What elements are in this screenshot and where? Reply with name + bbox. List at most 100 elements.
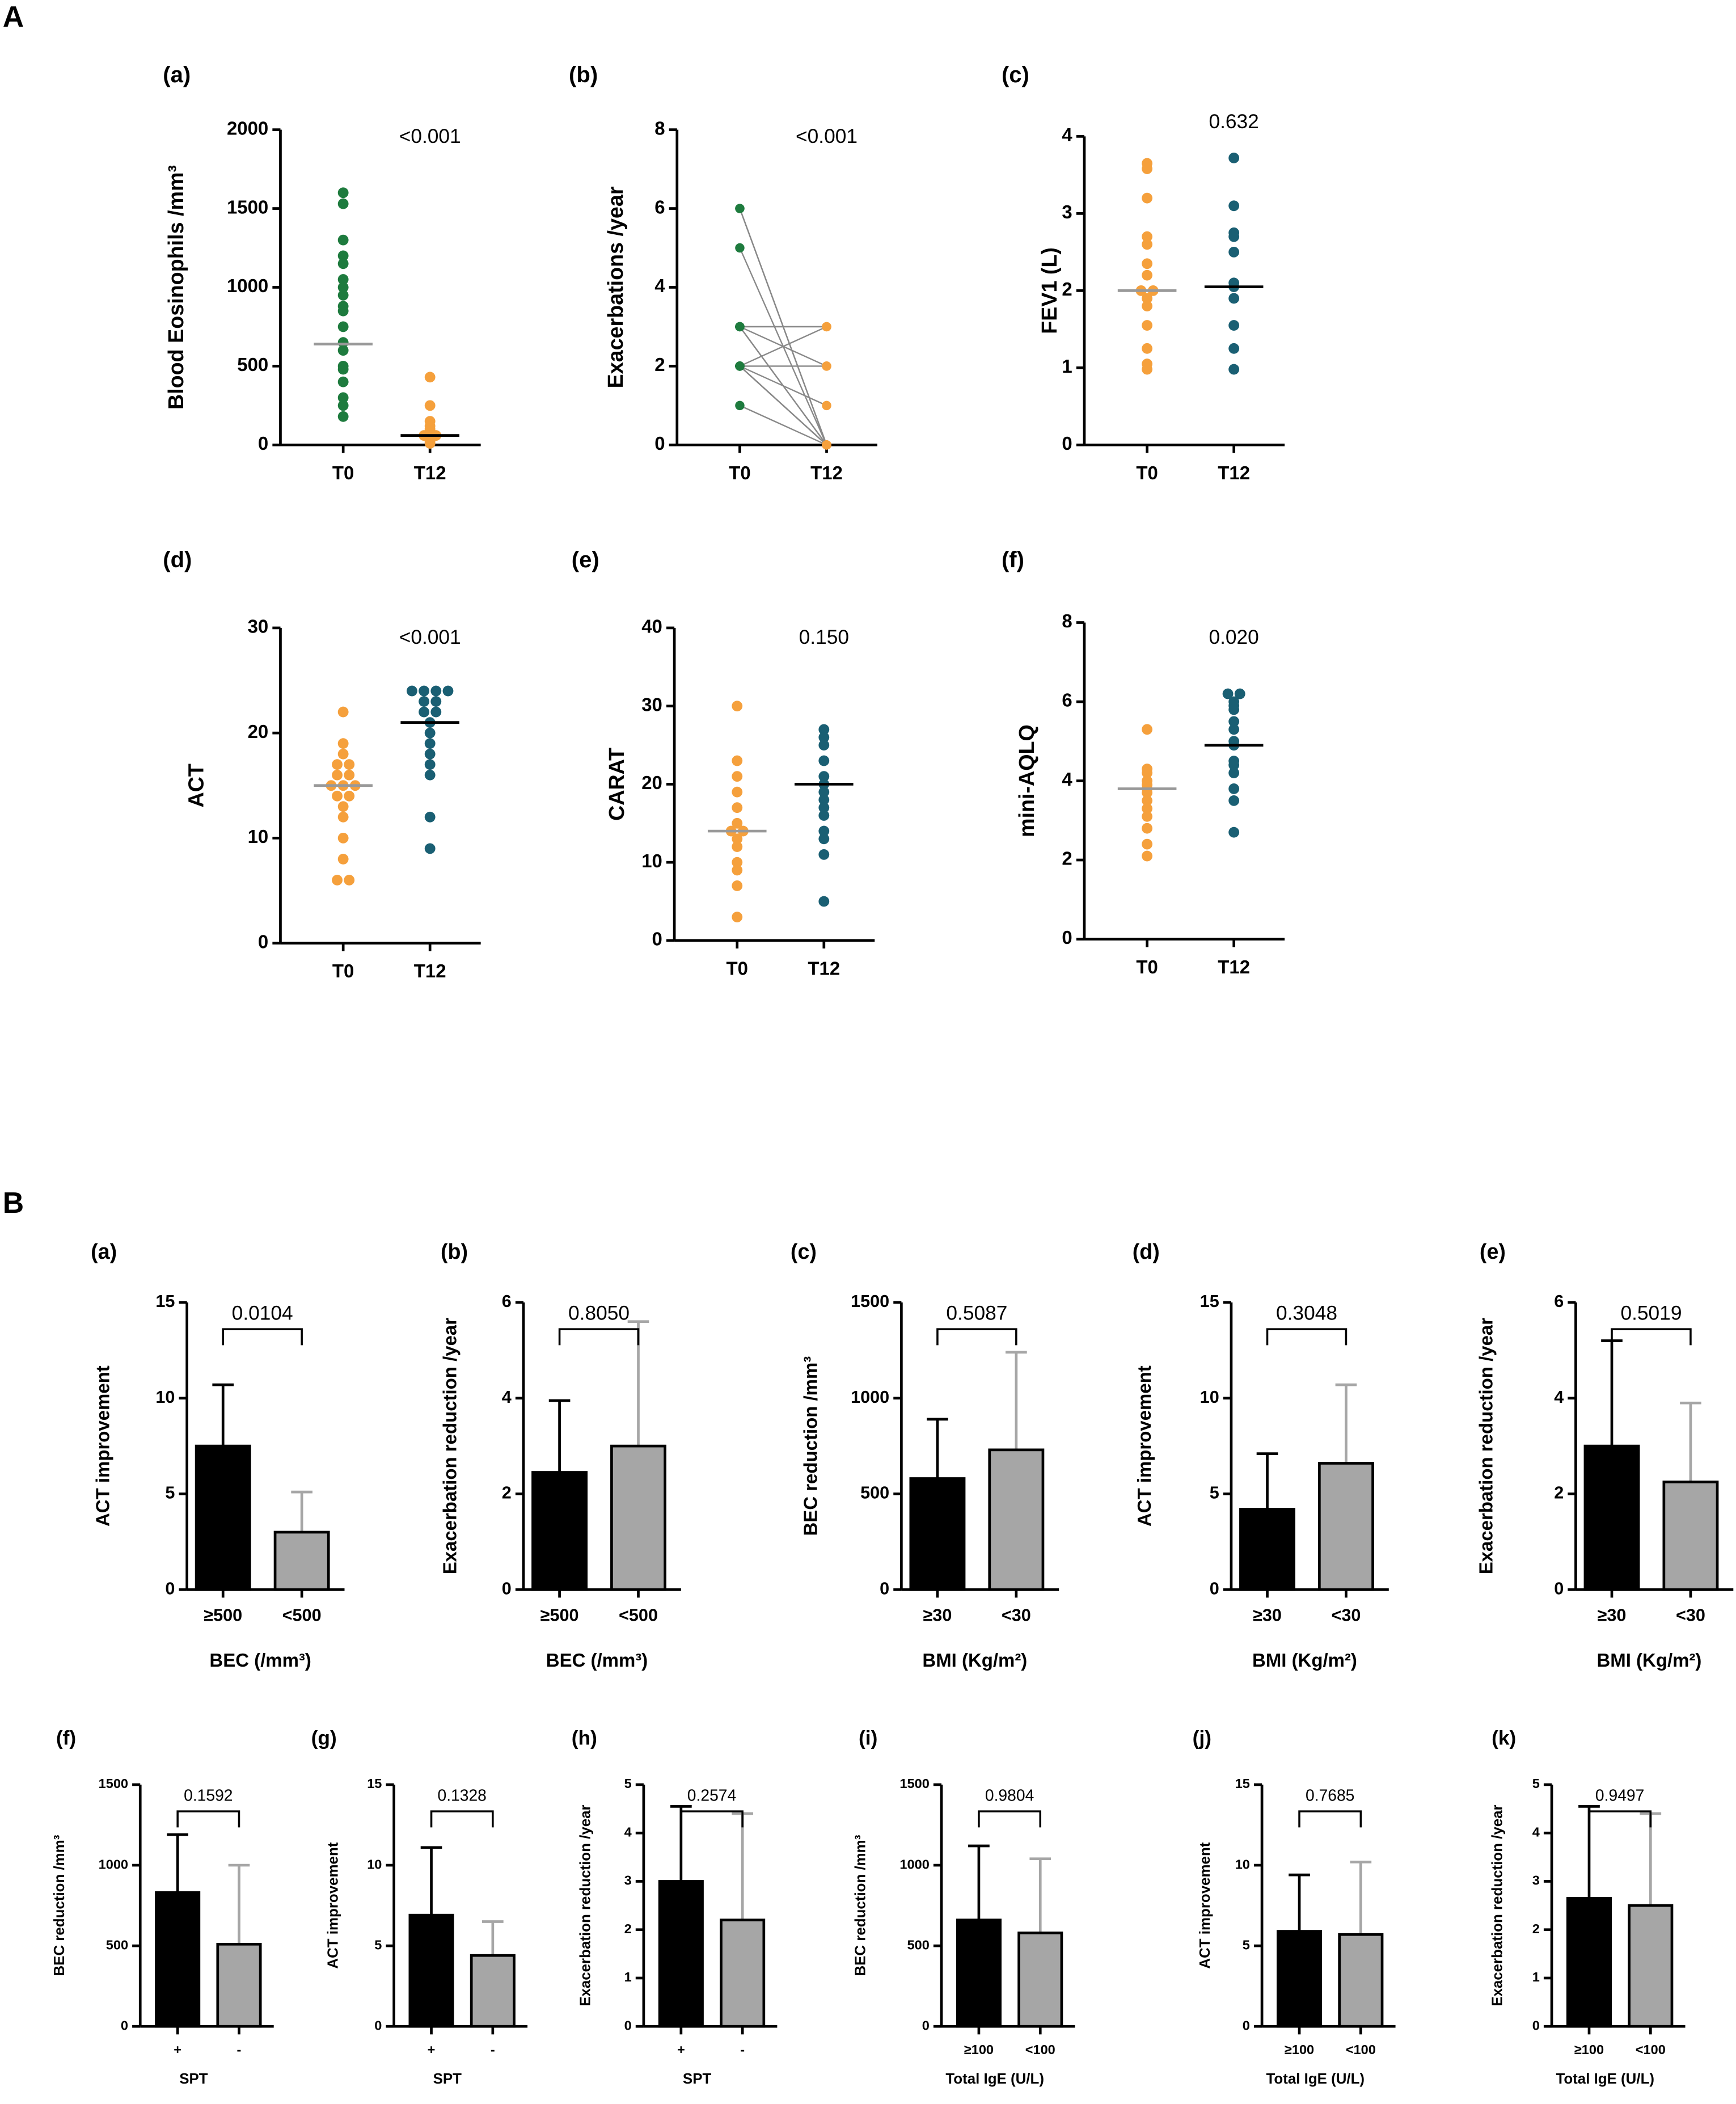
y-tick-label: 500 (860, 1483, 889, 1503)
dot (332, 769, 343, 781)
y-axis-label: ACT improvement (92, 1365, 113, 1527)
x-tick-label: <30 (1002, 1605, 1031, 1625)
dot (735, 204, 745, 213)
dot (344, 875, 355, 886)
significance-bracket (222, 1328, 303, 1346)
bar (1318, 1462, 1374, 1591)
dot (1228, 827, 1240, 838)
dot (1228, 795, 1240, 806)
y-axis-label: Exacerbation reduction /year (578, 1804, 594, 2006)
p-value: 0.0104 (232, 1302, 293, 1325)
pair-line (739, 365, 827, 446)
dot (424, 748, 436, 760)
dot (344, 759, 355, 770)
x-tick-label: <100 (1636, 2042, 1666, 2057)
x-tick-label: T0 (729, 462, 750, 483)
y-tick-label: 10 (248, 826, 269, 847)
dot (337, 801, 349, 812)
panel-title: (f) (1002, 547, 1024, 572)
pair-line (739, 404, 827, 446)
y-axis-label: CARAT (605, 748, 628, 821)
dot (732, 701, 743, 712)
pair-line (739, 326, 827, 446)
y-tick-label: 0 (374, 2018, 382, 2033)
dot (1142, 838, 1153, 850)
x-axis-label: BMI (Kg/m²) (922, 1650, 1027, 1671)
p-value: 0.5087 (946, 1302, 1007, 1325)
p-value: 0.020 (1209, 626, 1258, 648)
dot (332, 759, 343, 770)
y-tick-label: 4 (502, 1388, 512, 1407)
x-tick-label: ≥500 (204, 1605, 242, 1625)
y-tick-label: 10 (1200, 1388, 1219, 1407)
y-tick-label: 500 (106, 1937, 128, 1952)
dot (732, 912, 743, 922)
dot (337, 400, 349, 411)
dot (337, 376, 349, 387)
y-tick-label: 5 (1532, 1776, 1540, 1791)
dot (337, 198, 349, 209)
x-tick-label: <30 (1676, 1605, 1705, 1625)
dot (818, 740, 830, 750)
dot (337, 853, 349, 865)
y-tick-label: 1 (624, 1970, 632, 1984)
y-tick-label: 3 (1062, 201, 1072, 222)
significance-bracket (1298, 1810, 1362, 1828)
dot (337, 187, 349, 199)
panel-title: (b) (441, 1239, 468, 1263)
x-tick-label: <100 (1346, 2042, 1376, 2057)
dot (1142, 258, 1153, 269)
y-tick-label: 5 (165, 1483, 175, 1503)
section-label: B (3, 1186, 24, 1219)
y-tick-label: 20 (641, 772, 662, 793)
x-tick-label: - (491, 2042, 495, 2057)
y-tick-label: 2 (1062, 279, 1072, 300)
y-tick-label: 1500 (851, 1292, 889, 1311)
bar (1017, 1932, 1063, 2028)
dot (818, 755, 830, 766)
y-tick-label: 4 (1532, 1824, 1540, 1839)
x-tick-label: T12 (808, 958, 840, 979)
dot (1142, 231, 1153, 242)
bar (408, 1913, 454, 2028)
y-tick-label: 0 (1062, 927, 1072, 948)
dot (337, 706, 349, 718)
panel-title: (i) (859, 1727, 877, 1749)
panel-title: (a) (163, 62, 191, 87)
dot (419, 696, 430, 707)
bar (1277, 1930, 1323, 2028)
y-tick-label: 1500 (899, 1776, 929, 1791)
y-tick-label: 6 (1062, 690, 1072, 711)
dot (337, 748, 349, 760)
p-value: 0.7685 (1306, 1786, 1354, 1804)
x-tick-label: T0 (1136, 462, 1158, 483)
dot (424, 811, 436, 823)
x-tick-label: ≥100 (964, 2042, 994, 2057)
panel-title: (k) (1492, 1727, 1516, 1749)
dot (430, 696, 442, 707)
x-tick-label: T12 (414, 960, 446, 981)
dot (1142, 192, 1153, 204)
p-value: 0.9804 (985, 1786, 1034, 1804)
y-tick-label: 8 (1062, 610, 1072, 631)
panel-title: (h) (572, 1727, 597, 1749)
y-axis-label: mini-AQLQ (1015, 724, 1038, 837)
y-tick-label: 6 (654, 196, 665, 217)
dot (822, 440, 831, 450)
bar (195, 1444, 251, 1591)
dot (424, 438, 436, 449)
p-value: 0.1592 (184, 1786, 233, 1804)
dot (818, 896, 830, 907)
bar (1338, 1933, 1384, 2028)
x-tick-label: T12 (414, 462, 446, 483)
p-value: 0.632 (1209, 111, 1258, 133)
dot (735, 243, 745, 253)
y-tick-label: 4 (624, 1824, 632, 1839)
dot (424, 400, 436, 411)
dot (732, 755, 743, 766)
dot (1142, 320, 1153, 331)
y-tick-label: 1000 (227, 275, 268, 296)
dot (818, 802, 830, 813)
